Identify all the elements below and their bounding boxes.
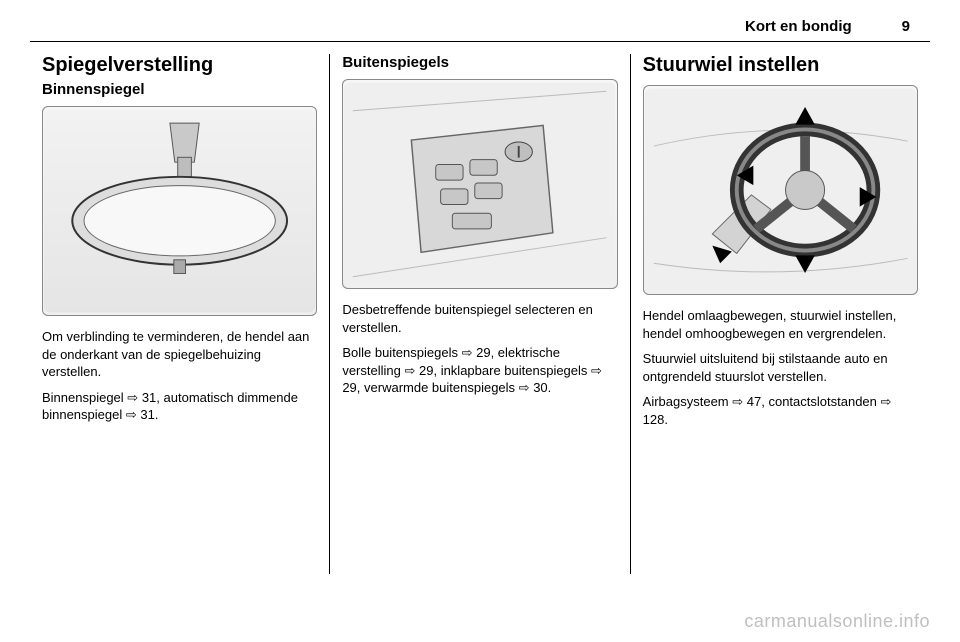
- page-ref-icon: ⇨: [881, 393, 892, 411]
- col2-paragraph-1: Desbetreffende buitenspiegel selecteren …: [342, 301, 617, 336]
- exterior-mirror-switch-illustration: [342, 79, 617, 289]
- col1-p2-ref2: 31: [140, 407, 154, 422]
- col1-p2-text-a: Binnenspiegel: [42, 390, 127, 405]
- col2-p2-text-d: , verwarmde buitenspiegels: [357, 380, 519, 395]
- col2-paragraph-2: Bolle buitenspiegels ⇨ 29, elektrische v…: [342, 344, 617, 397]
- col1-paragraph-1: Om verblinding te verminderen, de hendel…: [42, 328, 317, 381]
- col1-p2-ref1: 31: [142, 390, 156, 405]
- page-ref-icon: ⇨: [732, 393, 743, 411]
- page-header: Kort en bondig 9: [30, 18, 930, 35]
- col2-p2-ref4: 30: [533, 380, 547, 395]
- page-ref-icon: ⇨: [591, 362, 602, 380]
- content-columns: Spiegelverstelling Binnenspiegel: [30, 54, 930, 574]
- col2-p2-ref2: 29: [419, 363, 433, 378]
- col3-p3-text-c: .: [664, 412, 668, 427]
- steering-wheel-illustration: [643, 85, 918, 295]
- col1-subheading: Binnenspiegel: [42, 81, 317, 98]
- col3-paragraph-3: Airbagsysteem ⇨ 47, contactslotstanden ⇨…: [643, 393, 918, 428]
- page-ref-icon: ⇨: [127, 389, 138, 407]
- manual-page: Kort en bondig 9 Spiegelverstelling Binn…: [0, 0, 960, 642]
- col2-p2-text-a: Bolle buitenspiegels: [342, 345, 461, 360]
- col3-paragraph-1: Hendel omlaagbewegen, stuurwiel instelle…: [643, 307, 918, 342]
- col3-paragraph-2: Stuurwiel uitsluitend bij stilstaande au…: [643, 350, 918, 385]
- col3-p3-text-a: Airbagsysteem: [643, 394, 733, 409]
- header-chapter-title: Kort en bondig: [745, 18, 852, 35]
- col1-heading: Spiegelverstelling: [42, 54, 317, 77]
- header-page-number: 9: [902, 18, 910, 35]
- col3-p3-ref2: 128: [643, 412, 665, 427]
- col2-p2-ref1: 29: [476, 345, 490, 360]
- watermark-text: carmanualsonline.info: [744, 611, 930, 632]
- column-2: Buitenspiegels Desbetreffende buiten: [329, 54, 629, 574]
- col2-p2-ref3: 29: [342, 380, 356, 395]
- page-ref-icon: ⇨: [404, 362, 415, 380]
- interior-mirror-illustration: [42, 106, 317, 316]
- col3-heading: Stuurwiel instellen: [643, 54, 918, 77]
- page-ref-icon: ⇨: [126, 406, 137, 424]
- col3-p3-ref1: 47: [747, 394, 761, 409]
- col1-p2-text-c: .: [155, 407, 159, 422]
- page-ref-icon: ⇨: [519, 379, 530, 397]
- page-ref-icon: ⇨: [462, 344, 473, 362]
- col2-p2-text-c: , inklapbare buitenspiegels: [433, 363, 591, 378]
- col2-subheading: Buitenspiegels: [342, 54, 617, 71]
- column-1: Spiegelverstelling Binnenspiegel: [30, 54, 329, 574]
- column-3: Stuurwiel instellen: [630, 54, 930, 574]
- col3-p3-text-b: , contactslotstanden: [761, 394, 880, 409]
- header-rule: [30, 41, 930, 42]
- col1-paragraph-2: Binnenspiegel ⇨ 31, automatisch dimmende…: [42, 389, 317, 424]
- col2-p2-text-e: .: [548, 380, 552, 395]
